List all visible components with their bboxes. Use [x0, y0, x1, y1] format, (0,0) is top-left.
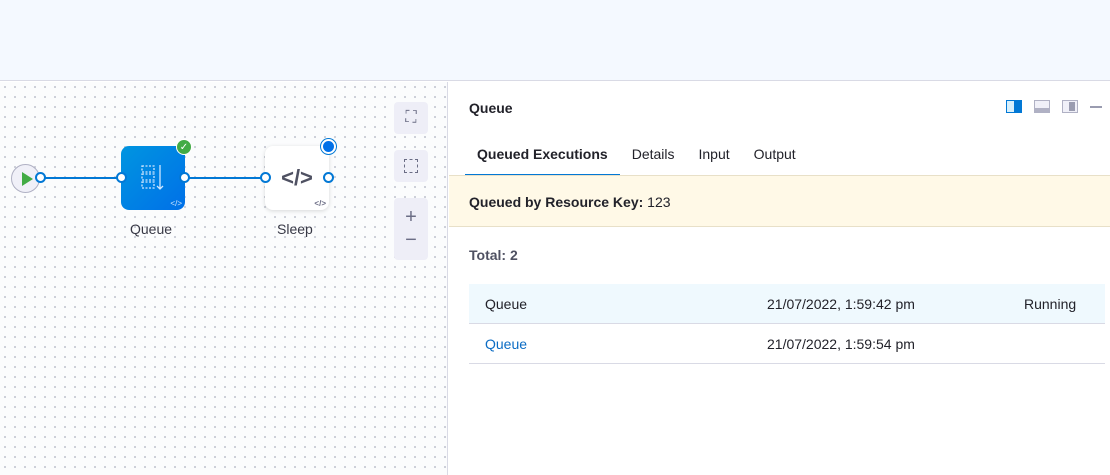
sleep-node[interactable]: </> </>: [265, 146, 329, 210]
execution-name: Queue: [485, 295, 528, 312]
details-panel: Queue Queued Executions Details Input Ou…: [449, 82, 1110, 475]
zoom-controls: + −: [394, 198, 428, 260]
fit-to-screen-button[interactable]: ⛶: [394, 102, 428, 134]
select-area-icon: [404, 159, 418, 173]
tab-details[interactable]: Details: [631, 146, 675, 162]
top-header: [0, 0, 1110, 81]
banner-value: 123: [647, 194, 671, 210]
select-area-button[interactable]: [394, 150, 428, 182]
zoom-out-icon[interactable]: −: [405, 229, 417, 251]
execution-time: 21/07/2022, 1:59:42 pm: [767, 295, 915, 312]
layout-right-icon[interactable]: [1006, 100, 1022, 113]
expand-icon: ⛶: [405, 109, 417, 126]
execution-link[interactable]: Queue: [485, 335, 528, 352]
edge: [185, 177, 265, 179]
running-status-icon: [321, 139, 336, 154]
total-count: Total: 2: [469, 247, 518, 263]
queue-icon: [141, 165, 164, 190]
execution-status: Running: [1024, 295, 1077, 312]
queue-node[interactable]: </>: [121, 146, 185, 210]
pipeline-canvas[interactable]: [0, 82, 448, 475]
execution-time: 21/07/2022, 1:59:54 pm: [767, 335, 915, 352]
table-row: Queue 21/07/2022, 1:59:42 pm Running: [469, 284, 1105, 324]
layout-float-icon[interactable]: [1062, 100, 1078, 113]
zoom-in-icon[interactable]: +: [405, 206, 417, 228]
queued-executions-table: Queue 21/07/2022, 1:59:42 pm Running Que…: [469, 284, 1105, 364]
success-check-icon: ✓: [176, 139, 192, 155]
port: [116, 172, 127, 183]
edge: [40, 177, 121, 179]
panel-title: Queue: [469, 100, 513, 116]
node-label: Queue: [130, 221, 173, 237]
table-row: Queue 21/07/2022, 1:59:54 pm: [469, 324, 1105, 364]
port: [323, 172, 334, 183]
code-icon: </>: [170, 199, 182, 208]
tab-input[interactable]: Input: [698, 146, 730, 162]
minimize-icon[interactable]: [1090, 105, 1102, 108]
banner-label: Queued by Resource Key:: [469, 194, 644, 210]
code-small-icon: </>: [314, 199, 326, 208]
code-icon: </>: [281, 165, 313, 190]
tab-output[interactable]: Output: [753, 146, 796, 162]
port: [260, 172, 271, 183]
resource-key-banner: Queued by Resource Key: 123: [449, 175, 1110, 227]
port: [179, 172, 190, 183]
node-label: Sleep: [277, 221, 313, 237]
port: [35, 172, 46, 183]
layout-bottom-icon[interactable]: [1034, 100, 1050, 113]
tab-queued-executions[interactable]: Queued Executions: [465, 134, 620, 177]
